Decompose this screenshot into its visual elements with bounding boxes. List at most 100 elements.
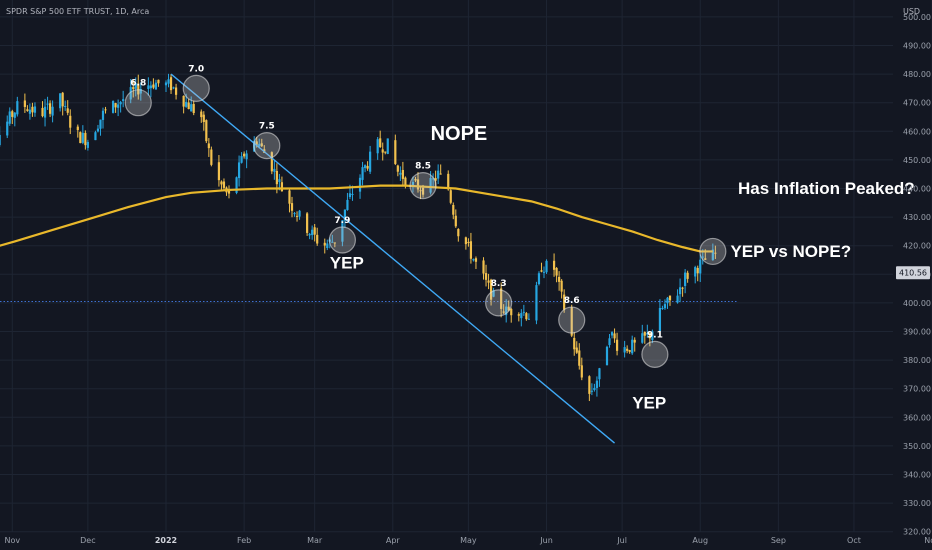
candle-69[interactable] [222,178,226,191]
candle-33[interactable] [96,124,100,133]
candle-45[interactable] [137,74,140,100]
candle-72[interactable] [235,176,238,195]
candle-6[interactable] [0,126,1,147]
candle-108[interactable] [361,161,364,186]
candle-193[interactable] [661,305,664,310]
candle-13[interactable] [26,105,29,112]
candle-165[interactable] [560,279,563,299]
candle-118[interactable] [396,164,399,177]
candle-15[interactable] [31,102,34,117]
candle-181[interactable] [615,332,619,356]
candle-119[interactable] [399,166,402,182]
candle-56[interactable] [174,83,178,100]
candle-94[interactable] [311,225,314,240]
candle-152[interactable] [517,312,520,322]
candle-200[interactable] [684,269,687,294]
candle-63[interactable] [202,111,205,131]
candle-140[interactable] [472,258,475,262]
candle-203[interactable] [696,265,699,282]
candle-64[interactable] [205,119,208,144]
candle-208[interactable] [714,245,717,259]
candle-22[interactable] [59,93,62,112]
candle-41[interactable] [122,90,125,108]
candle-116[interactable] [386,138,389,155]
candle-146[interactable] [492,287,495,298]
candle-173[interactable] [590,383,593,396]
candle-168[interactable] [573,332,576,356]
candle-61[interactable] [192,100,195,116]
candle-149[interactable] [505,299,508,323]
candle-113[interactable] [379,130,382,148]
candle-37[interactable] [111,100,115,114]
candle-73[interactable] [237,155,241,187]
candle-20[interactable] [48,100,52,118]
candle-38[interactable] [114,102,117,113]
candle-172[interactable] [588,375,591,402]
candle-104[interactable] [346,192,349,211]
candle-30[interactable] [84,130,87,150]
candle-174[interactable] [593,383,596,392]
cpi-marker-circle-3[interactable] [328,226,356,254]
candle-29[interactable] [81,125,84,145]
candle-175[interactable] [595,376,599,397]
candle-10[interactable] [13,111,16,127]
candle-24[interactable] [64,100,67,111]
candle-147[interactable] [500,282,503,318]
cpi-marker-circle-0[interactable] [124,89,152,117]
candle-25[interactable] [66,100,69,116]
last-price-tag[interactable]: 410.56 [896,266,930,280]
candle-171[interactable] [580,357,583,381]
candle-71[interactable] [227,185,231,199]
candle-202[interactable] [694,265,697,284]
candle-42[interactable] [129,78,132,104]
candle-197[interactable] [676,289,679,304]
candle-40[interactable] [119,100,122,113]
candle-176[interactable] [598,367,601,387]
candle-135[interactable] [454,209,457,228]
candle-188[interactable] [643,331,646,344]
candle-169[interactable] [575,341,578,354]
candle-195[interactable] [666,296,669,309]
candle-157[interactable] [535,281,538,325]
candle-178[interactable] [608,333,611,348]
candle-150[interactable] [507,300,510,312]
candle-28[interactable] [79,131,82,144]
candle-66[interactable] [210,146,213,167]
candle-87[interactable] [288,187,291,213]
candle-19[interactable] [46,96,49,110]
candle-92[interactable] [306,212,309,236]
candle-128[interactable] [432,173,435,187]
candle-60[interactable] [190,96,193,112]
candle-161[interactable] [545,259,548,274]
candle-49[interactable] [152,78,155,90]
candle-95[interactable] [313,223,316,242]
candle-192[interactable] [658,299,662,332]
candle-35[interactable] [101,107,105,129]
candle-114[interactable] [381,142,384,161]
candle-96[interactable] [316,227,319,246]
candle-82[interactable] [270,151,273,175]
candle-67[interactable] [217,154,221,187]
cpi-marker-circle-6[interactable] [558,306,586,334]
candle-43[interactable] [132,79,135,98]
candle-120[interactable] [401,161,404,186]
candle-16[interactable] [33,102,37,117]
candle-74[interactable] [240,152,243,164]
candle-32[interactable] [94,130,97,141]
candle-186[interactable] [633,337,636,352]
candle-57[interactable] [182,95,185,114]
candle-123[interactable] [414,176,417,183]
candle-190[interactable] [648,332,651,347]
candle-26[interactable] [69,109,72,135]
candle-131[interactable] [439,164,442,175]
candle-52[interactable] [164,80,168,93]
candle-21[interactable] [51,100,54,123]
moving-average-line[interactable] [0,184,713,253]
cpi-marker-circle-2[interactable] [253,132,281,160]
candle-130[interactable] [437,164,440,185]
candle-55[interactable] [172,86,175,90]
candle-177[interactable] [605,345,609,366]
candle-62[interactable] [200,109,203,123]
candle-125[interactable] [419,187,422,200]
